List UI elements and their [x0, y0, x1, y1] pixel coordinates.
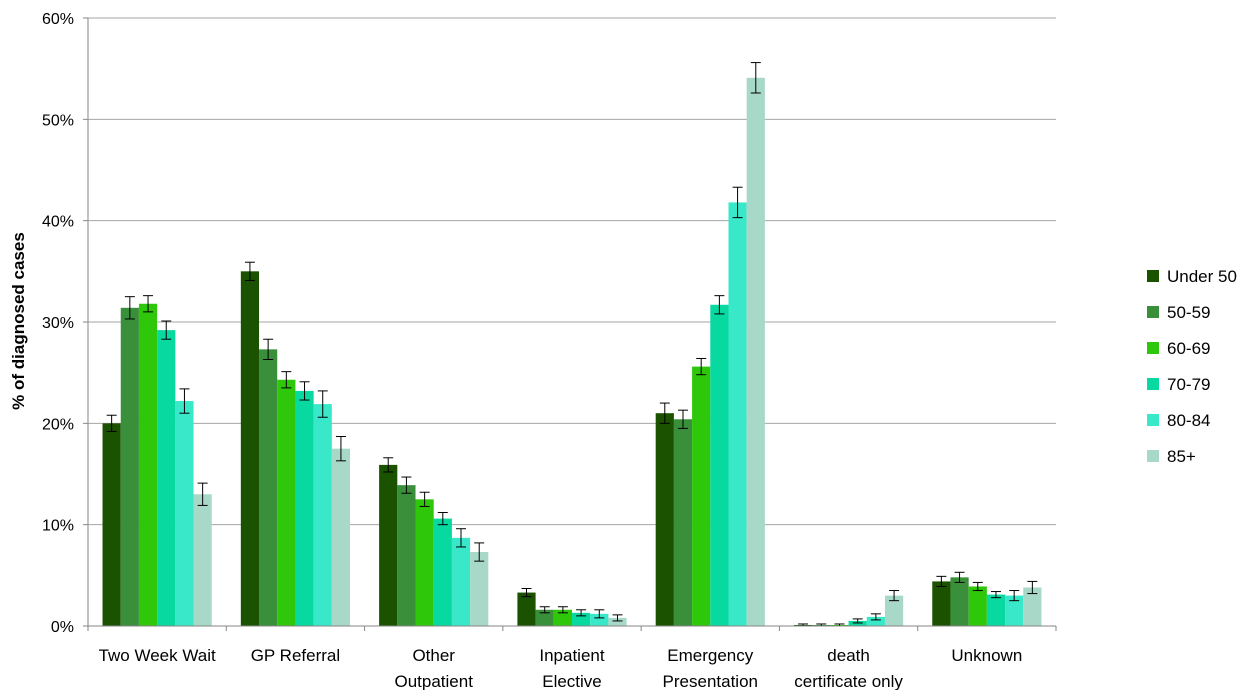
legend-swatch	[1147, 270, 1159, 282]
x-category-label: Inpatient	[539, 646, 604, 665]
legend-label: 85+	[1167, 447, 1196, 466]
bar	[379, 464, 398, 626]
legend-label: 70-79	[1167, 375, 1210, 394]
bar	[433, 518, 452, 626]
y-tick-label: 20%	[42, 416, 74, 433]
bar	[848, 620, 867, 626]
bar	[451, 537, 471, 626]
y-tick-label: 50%	[42, 112, 74, 129]
labels: 0% 10% 20% 30% 40% 50% 60% Two Week Wait GP Refe…	[42, 11, 1022, 691]
bar	[397, 485, 416, 626]
legend: Under 50 50-59 60-69 70-79 80-84 85+	[1147, 267, 1237, 466]
x-category-label: Other	[412, 646, 455, 665]
x-category-label: Two Week Wait	[99, 646, 216, 665]
bar	[535, 609, 554, 626]
legend-label: 50-59	[1167, 303, 1210, 322]
legend-swatch	[1147, 450, 1159, 462]
legend-swatch	[1147, 342, 1159, 354]
y-tick-label: 0%	[51, 619, 74, 636]
y-tick-label: 30%	[42, 315, 74, 332]
legend-swatch	[1147, 378, 1159, 390]
x-category-label: Unknown	[951, 646, 1022, 665]
bar	[746, 77, 765, 627]
x-category-label: GP Referral	[251, 646, 340, 665]
bar	[932, 581, 951, 626]
legend-swatch	[1147, 414, 1159, 426]
bar	[950, 577, 969, 626]
bar	[259, 349, 278, 626]
bar	[692, 366, 711, 626]
y-axis-title: % of diagnosed cases	[9, 232, 28, 410]
bar	[1023, 587, 1042, 626]
bar	[470, 552, 489, 626]
y-tick-label: 60%	[42, 11, 74, 28]
bar	[240, 271, 260, 626]
y-tick-label: 10%	[42, 518, 74, 535]
bar	[866, 616, 885, 626]
bar	[655, 413, 674, 626]
x-category-label: Presentation	[663, 672, 758, 690]
bar	[138, 303, 158, 626]
bar	[710, 304, 729, 626]
bar	[884, 595, 904, 626]
bar	[175, 401, 194, 626]
bar	[1005, 595, 1024, 626]
legend-swatch	[1147, 306, 1159, 318]
x-category-label: Outpatient	[394, 672, 473, 690]
error-bars	[106, 62, 1038, 627]
bar	[553, 609, 572, 626]
bars	[102, 77, 1042, 627]
legend-label: Under 50	[1167, 267, 1237, 286]
x-category-label: Elective	[542, 672, 602, 690]
legend-label: 60-69	[1167, 339, 1210, 358]
x-category-label: death	[827, 646, 870, 665]
bar	[608, 617, 627, 626]
bar	[157, 330, 176, 626]
bar	[986, 594, 1006, 626]
bar	[277, 379, 296, 626]
bar	[193, 494, 212, 626]
bar	[590, 613, 609, 626]
bar	[728, 202, 747, 626]
bar	[102, 423, 121, 626]
bar	[295, 390, 314, 626]
gridlines	[88, 17, 1056, 526]
bar	[313, 404, 332, 626]
x-category-label: certificate only	[794, 672, 903, 690]
bar	[331, 448, 351, 626]
y-tick-label: 40%	[42, 214, 74, 231]
bar	[517, 592, 536, 626]
x-category-label: Emergency	[667, 646, 753, 665]
axes	[83, 17, 1057, 631]
bar	[968, 586, 987, 626]
bar	[120, 307, 139, 626]
legend-label: 80-84	[1167, 411, 1210, 430]
bar	[415, 499, 434, 626]
bar	[673, 419, 693, 626]
